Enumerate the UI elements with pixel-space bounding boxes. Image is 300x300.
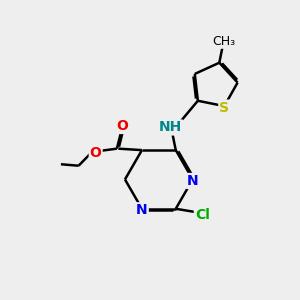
Text: N: N: [187, 174, 199, 188]
Text: CH₃: CH₃: [212, 35, 236, 48]
Text: N: N: [136, 203, 148, 217]
Text: O: O: [90, 146, 102, 160]
Text: O: O: [116, 119, 128, 133]
Text: NH: NH: [159, 121, 182, 134]
Text: Cl: Cl: [195, 208, 210, 222]
Text: S: S: [219, 100, 229, 115]
